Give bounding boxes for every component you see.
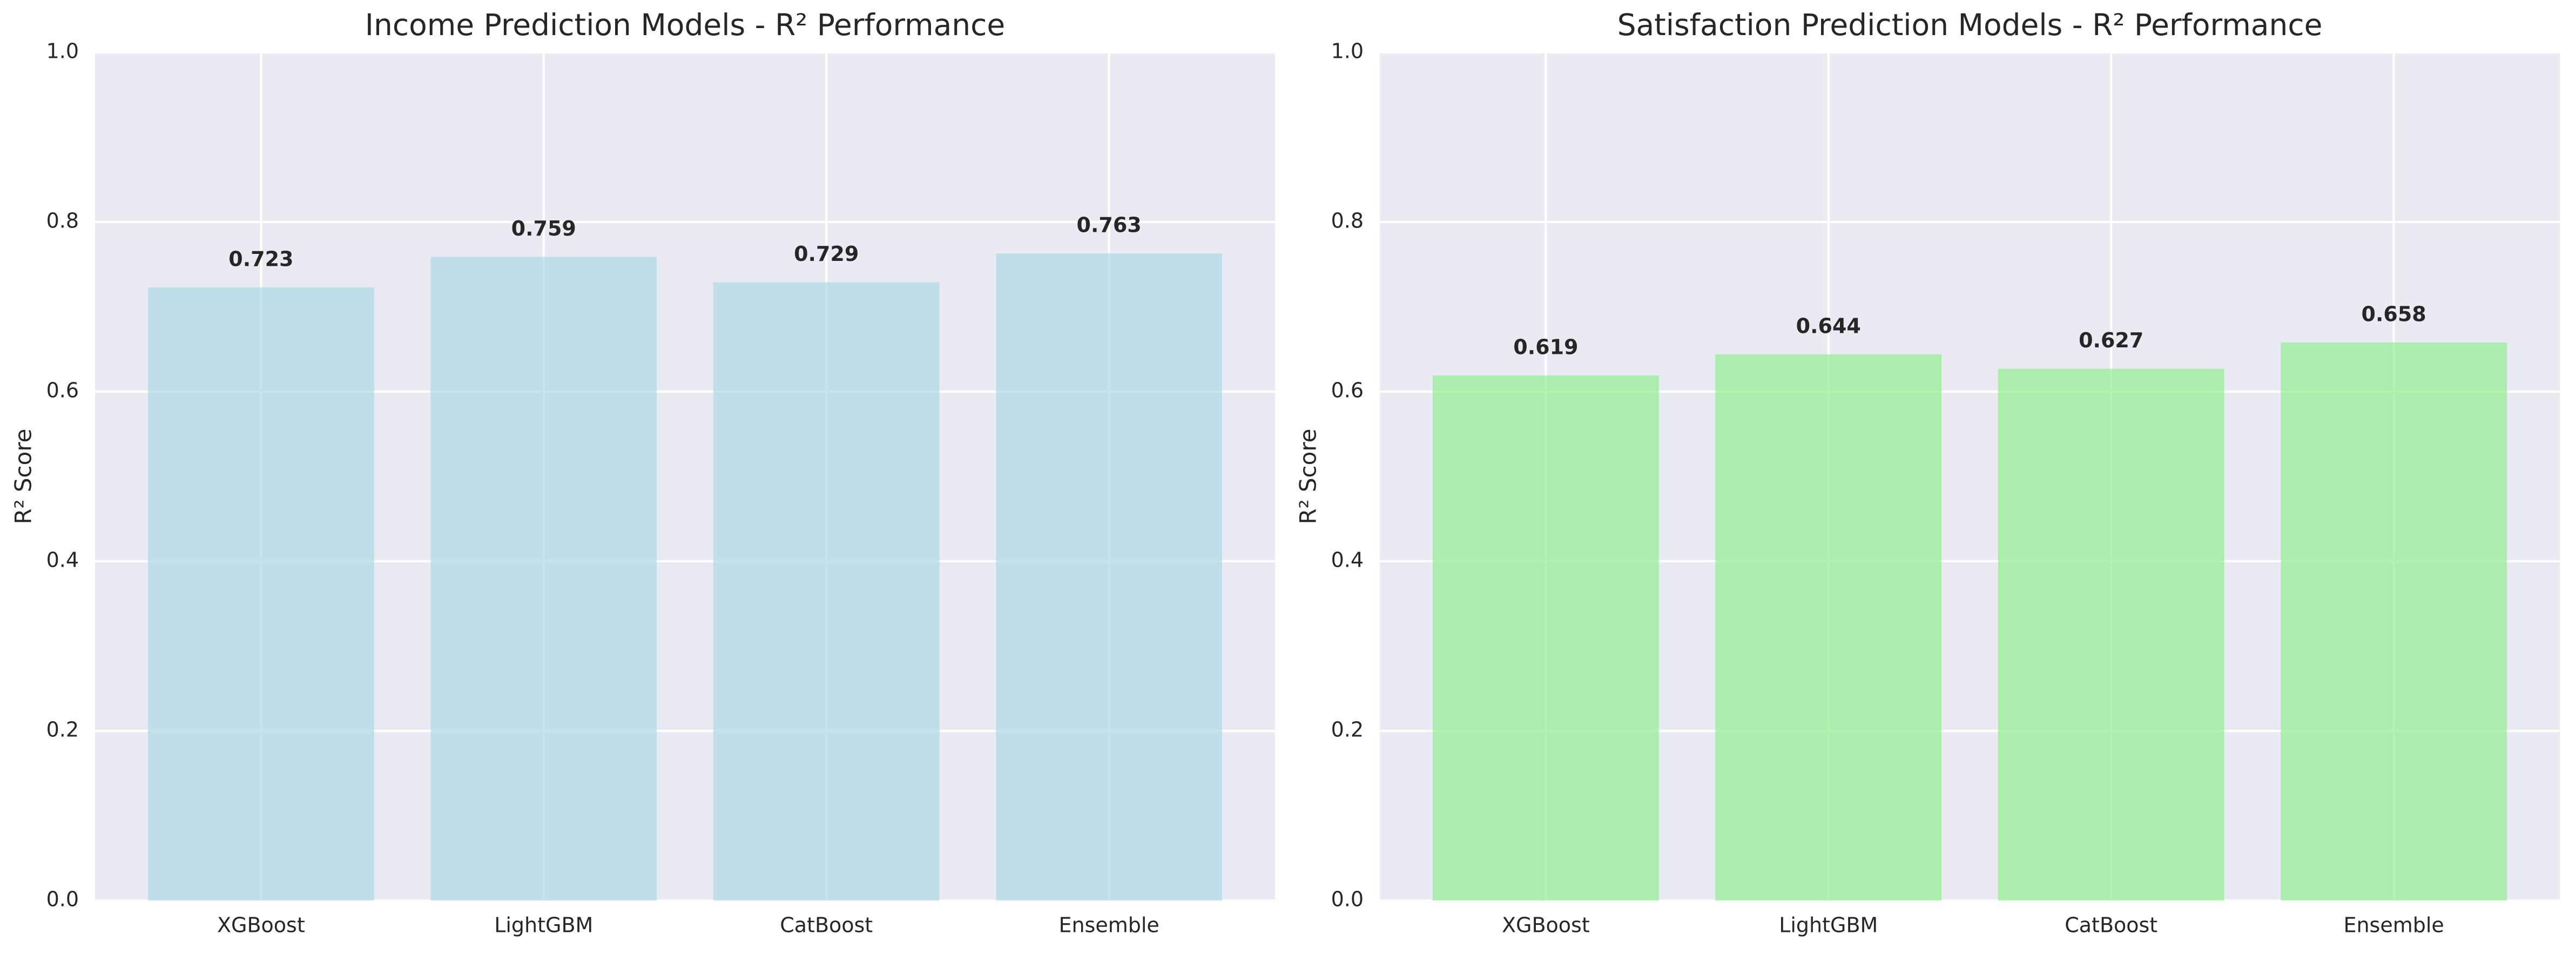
value-label: 0.729 [794,242,859,266]
y-tick-label: 0.2 [46,718,79,742]
y-tick-label: 0.0 [1331,888,1364,911]
bar [430,257,657,901]
bar [147,287,374,901]
x-tick-label: CatBoost [780,913,873,937]
y-tick-label: 0.6 [46,379,79,402]
x-tick-label: LightGBM [1779,913,1878,937]
y-tick-label: 0.8 [1331,209,1364,233]
value-label: 0.723 [228,247,293,271]
y-tick-label: 0.8 [46,209,79,233]
x-tick-label: LightGBM [494,913,593,937]
value-label: 0.644 [1796,314,1861,338]
y-tick-label: 0.2 [1331,718,1364,742]
bar [1715,354,1942,901]
x-tick-label: XGBoost [1502,913,1590,937]
y-tick-label: 0.4 [1331,548,1364,572]
value-label: 0.763 [1077,213,1142,237]
value-label: 0.619 [1513,335,1578,359]
value-label: 0.759 [511,217,576,240]
bar [996,253,1223,901]
bar [1432,375,1659,901]
x-tick-label: XGBoost [217,913,305,937]
bar [713,282,940,901]
x-tick-label: Ensemble [1058,913,1159,937]
value-label: 0.658 [2362,302,2426,326]
y-tick-label: 1.0 [46,39,79,63]
y-tick-label: 1.0 [1331,39,1364,63]
chart-title: Income Prediction Models - R² Performanc… [365,8,1005,42]
y-tick-label: 0.4 [46,548,79,572]
y-tick-label: 0.0 [46,888,79,911]
y-axis-label: R² Score [1295,428,1321,524]
y-tick-label: 0.6 [1331,379,1364,402]
bar [1998,368,2224,901]
y-axis-label: R² Score [10,428,37,524]
x-tick-label: CatBoost [2065,913,2157,937]
value-label: 0.627 [2079,328,2143,352]
chart-title: Satisfaction Prediction Models - R² Perf… [1617,8,2323,42]
x-tick-label: Ensemble [2343,913,2444,937]
bar [2281,342,2507,901]
